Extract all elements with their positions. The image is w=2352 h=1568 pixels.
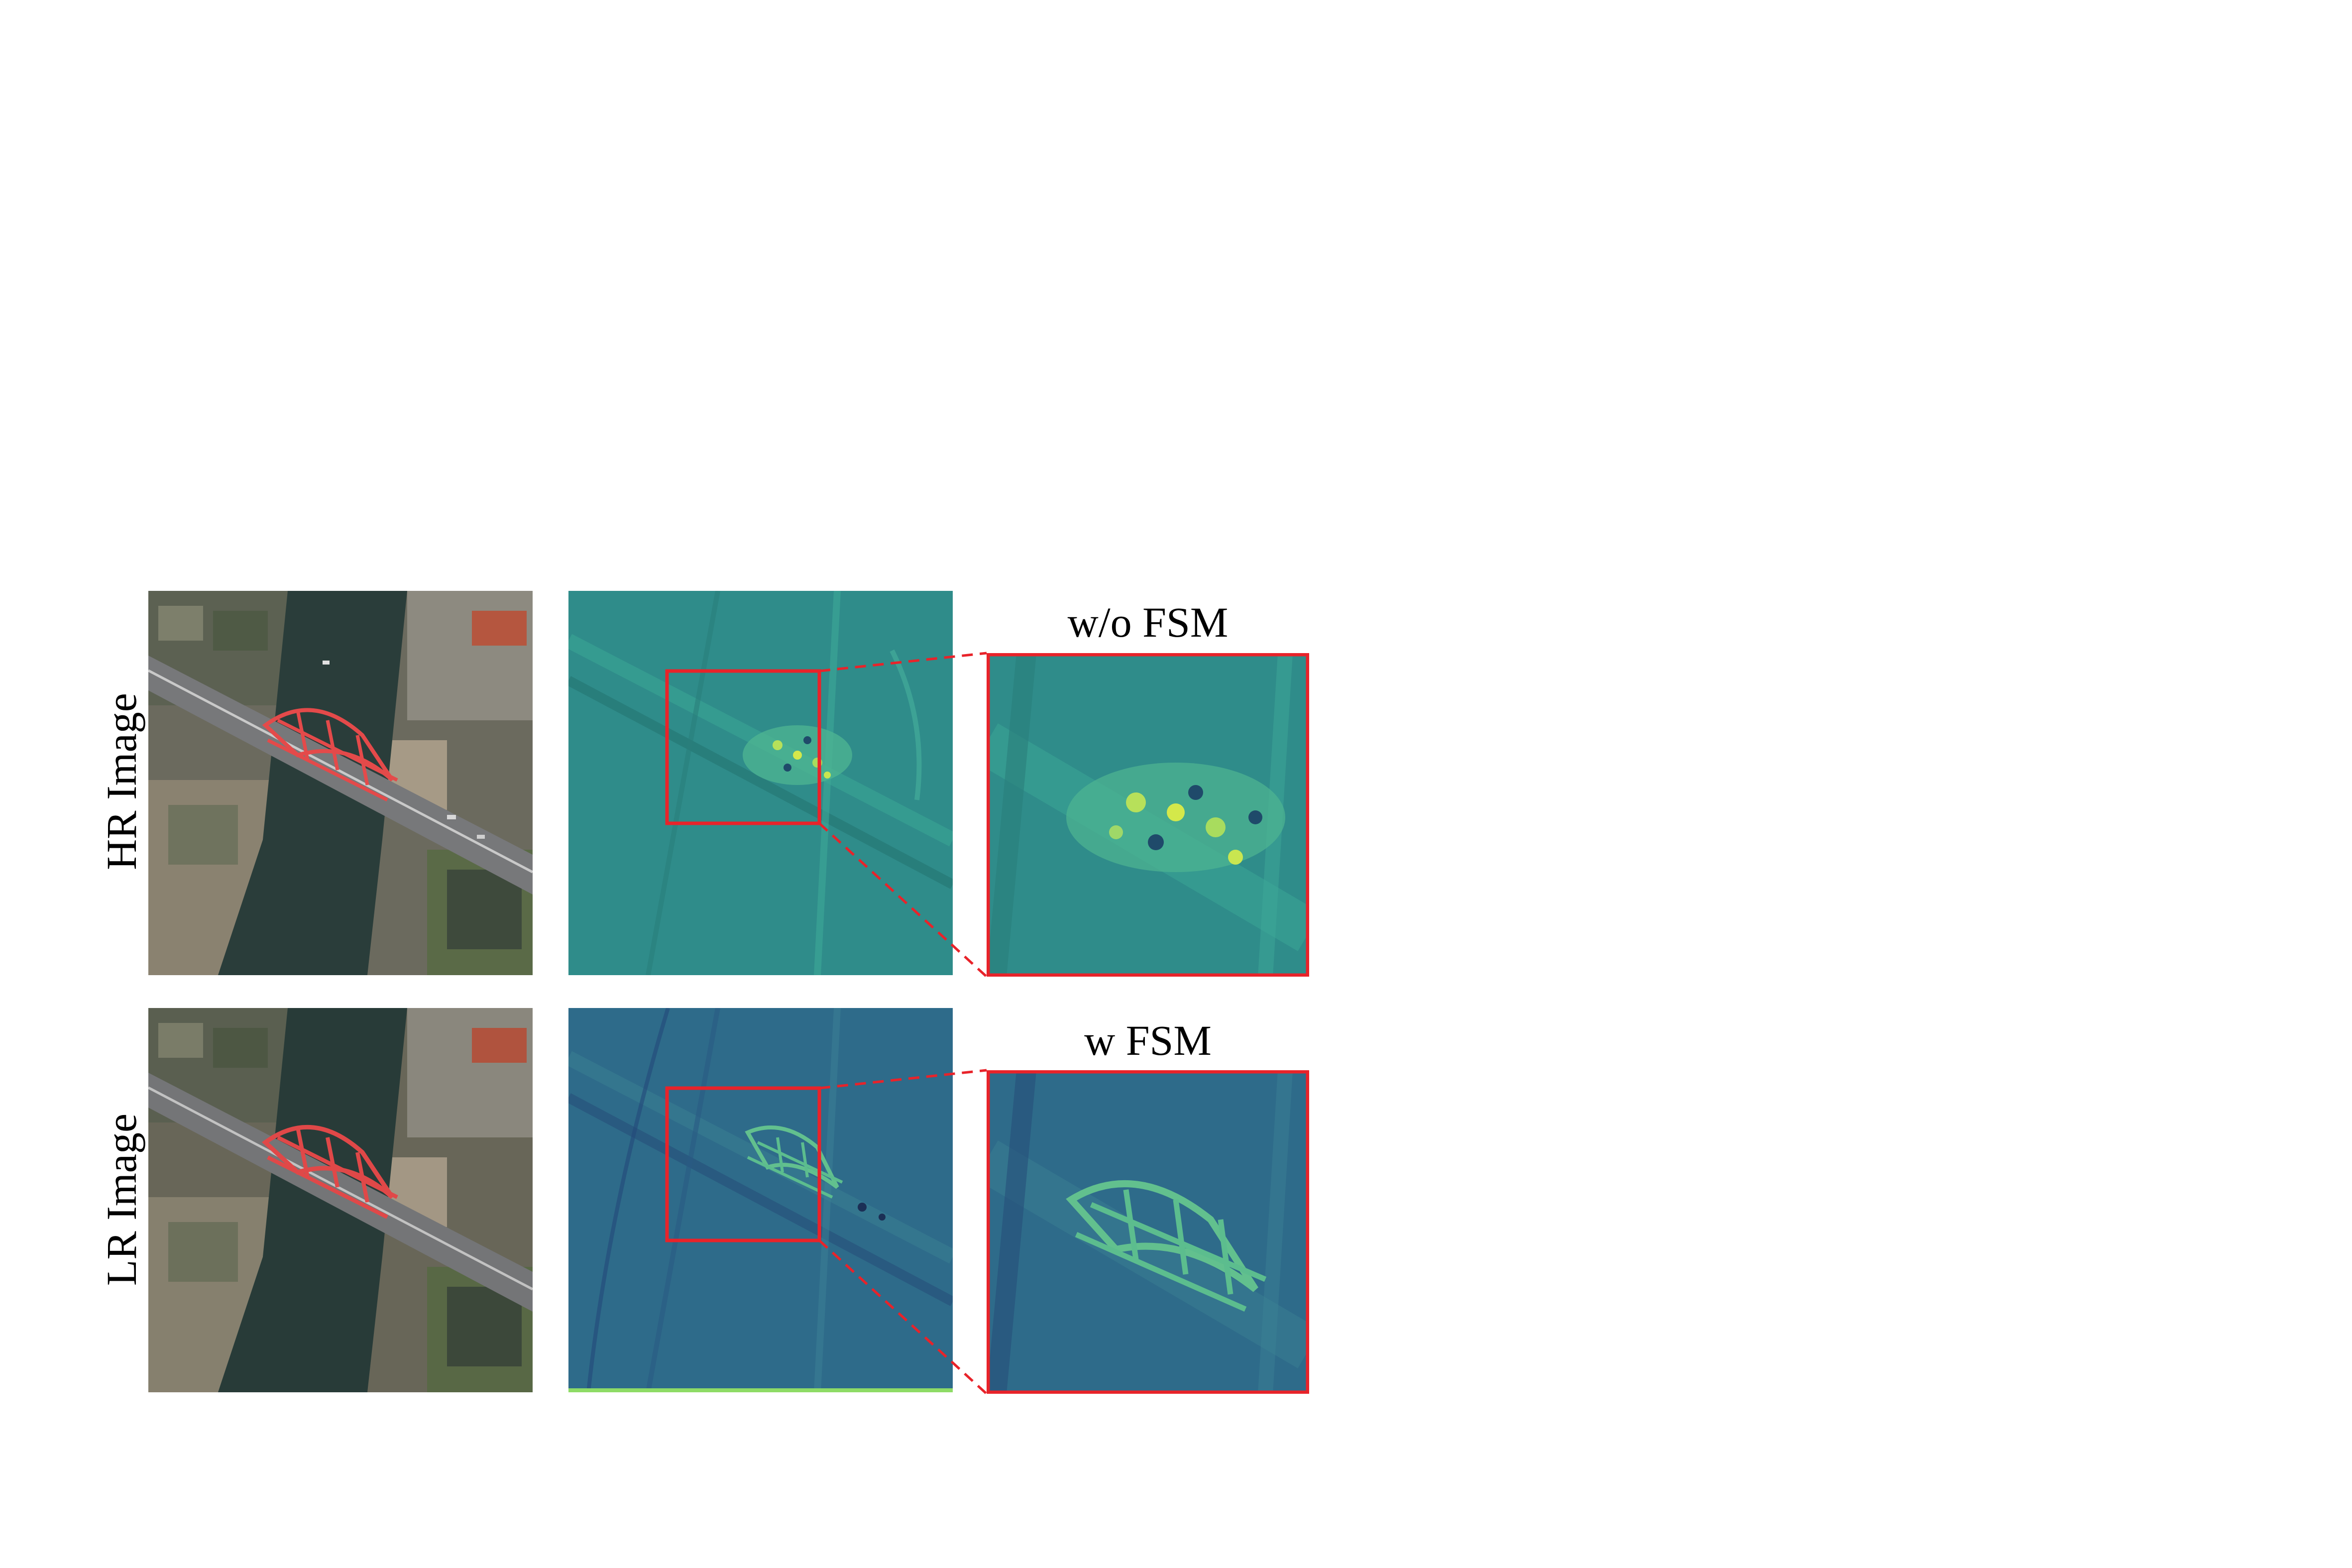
connector-top-lower [818,822,988,978]
connector-bottom-upper [819,1069,987,1090]
hr-satellite-image [148,591,533,975]
lr-feature-map [568,1008,953,1392]
lr-zoom-panel [987,1070,1309,1394]
connector-bottom-lower [818,1239,988,1395]
connector-top-upper [819,652,987,672]
lr-satellite-image [148,1008,533,1392]
highlight-box-bottom [665,1086,821,1242]
zoom-caption-bottom: w FSM [1084,1016,1212,1064]
hr-feature-map [568,591,953,975]
zoom-caption-top: w/o FSM [1067,598,1229,646]
highlight-box-top [665,669,821,825]
hr-zoom-panel [987,653,1309,977]
